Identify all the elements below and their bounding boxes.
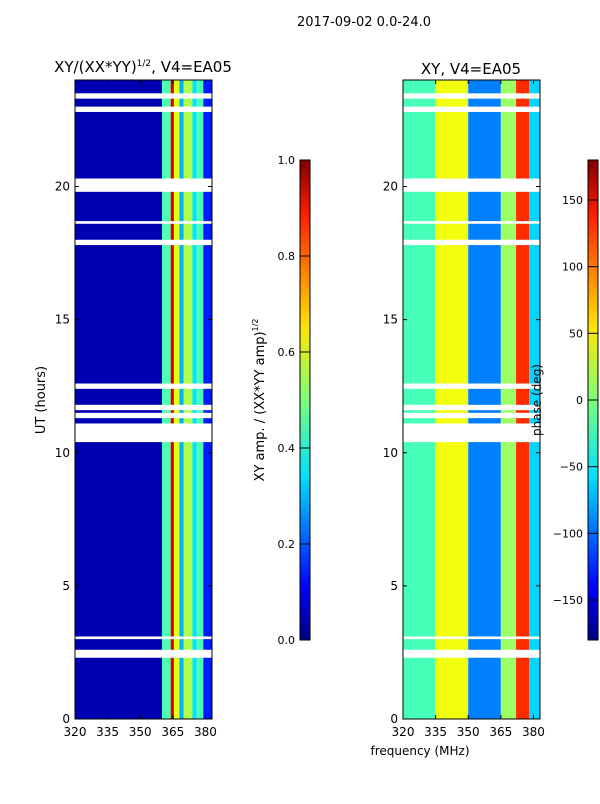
y-tick-label: 0 bbox=[62, 712, 70, 726]
missing-data-gap bbox=[403, 423, 540, 443]
colorbar-tick-label: 50 bbox=[569, 327, 583, 340]
missing-data-gap bbox=[75, 404, 212, 411]
x-tick-label: 320 bbox=[64, 725, 87, 739]
missing-data-gap bbox=[75, 178, 212, 192]
heatmap-band bbox=[196, 80, 204, 719]
phase-panel: XY, V4=EA05 320 335 350 365 380 0 5 10 15 20 pha… bbox=[383, 60, 545, 739]
colorbar-tick-label: 0.8 bbox=[278, 250, 296, 263]
amplitude-panel: XY/(XX*YY)1/2, V4=EA05 320 335 350 365 380 0… bbox=[34, 58, 232, 739]
x-tick-label: 335 bbox=[96, 725, 119, 739]
heatmap-band bbox=[183, 80, 193, 719]
colorbar-tick-label: 150 bbox=[562, 194, 583, 207]
amplitude-x-axis: 320 335 350 365 380 bbox=[64, 80, 217, 739]
y-tick-label: 20 bbox=[55, 180, 70, 194]
amplitude-colorbar-ticks: 0.0 0.2 0.4 0.6 0.8 1.0 bbox=[278, 154, 310, 647]
missing-data-gap bbox=[75, 423, 212, 443]
missing-data-gap bbox=[403, 649, 540, 658]
heatmap-band bbox=[516, 80, 530, 719]
amplitude-colorbar-label-sup: 1/2 bbox=[251, 319, 260, 332]
phase-colorbar-ticks: −150 −100 −50 0 50 100 150 bbox=[553, 194, 598, 607]
figure-suptitle: 2017-09-02 0.0-24.0 bbox=[297, 15, 431, 30]
amplitude-heatmap bbox=[75, 80, 212, 719]
y-tick-label: 20 bbox=[383, 180, 398, 194]
amplitude-colorbar-label: XY amp. / (XX*YY amp)1/2 bbox=[251, 319, 268, 482]
amplitude-colorbar-label-main: XY amp. / (XX*YY amp) bbox=[253, 331, 268, 481]
y-tick-label: 0 bbox=[390, 712, 398, 726]
heatmap-band bbox=[500, 80, 517, 719]
missing-data-gap bbox=[403, 239, 540, 246]
x-tick-label: 350 bbox=[129, 725, 152, 739]
amplitude-y-axis: 0 5 10 15 20 bbox=[55, 180, 212, 726]
missing-data-gap bbox=[75, 649, 212, 658]
amplitude-ylabel: UT (hours) bbox=[34, 366, 49, 434]
phase-plot-frame bbox=[402, 79, 541, 720]
x-tick-label: 320 bbox=[392, 725, 415, 739]
heatmap-band bbox=[435, 80, 469, 719]
amplitude-title-sup: 1/2 bbox=[137, 59, 151, 69]
amplitude-title-suffix: , V4=EA05 bbox=[151, 58, 232, 76]
phase-x-axis: 320 335 350 365 380 bbox=[392, 80, 545, 739]
heatmap-band bbox=[179, 80, 184, 719]
missing-data-gap bbox=[75, 412, 212, 419]
y-tick-label: 10 bbox=[55, 446, 70, 460]
heatmap-band bbox=[468, 80, 501, 719]
missing-data-gap bbox=[403, 106, 540, 112]
missing-data-gap bbox=[75, 239, 212, 246]
colorbar-tick-label: 0.6 bbox=[278, 346, 296, 359]
missing-data-gap bbox=[403, 93, 540, 99]
amplitude-colorbar-scale bbox=[299, 159, 311, 641]
phase-heatmap bbox=[403, 80, 540, 719]
x-tick-label: 380 bbox=[194, 725, 217, 739]
missing-data-gap bbox=[75, 93, 212, 99]
amplitude-title-main: XY/(XX*YY) bbox=[54, 58, 137, 76]
y-tick-label: 15 bbox=[55, 313, 70, 327]
phase-colorbar: −150 −100 −50 0 50 100 150 bbox=[553, 159, 599, 641]
colorbar-tick-label: 0.2 bbox=[278, 538, 296, 551]
x-tick-label: 335 bbox=[424, 725, 447, 739]
colorbar-tick-label: 100 bbox=[562, 261, 583, 274]
missing-data-gap bbox=[403, 636, 540, 640]
missing-data-gap bbox=[75, 106, 212, 112]
colorbar-tick-label: 0.4 bbox=[278, 442, 296, 455]
missing-data-gap bbox=[403, 412, 540, 419]
missing-data-gap bbox=[403, 383, 540, 389]
heatmap-band bbox=[529, 80, 540, 719]
colorbar-tick-label: −150 bbox=[553, 594, 583, 607]
y-tick-label: 5 bbox=[390, 579, 398, 593]
x-tick-label: 365 bbox=[161, 725, 184, 739]
heatmap-band bbox=[170, 80, 174, 719]
heatmap-band bbox=[161, 80, 171, 719]
phase-y-axis: 0 5 10 15 20 bbox=[383, 180, 540, 726]
missing-data-gap bbox=[75, 636, 212, 640]
figure-xlabel: frequency (MHz) bbox=[370, 744, 469, 758]
heatmap-band bbox=[75, 80, 162, 719]
missing-data-gap bbox=[403, 404, 540, 411]
amplitude-colorbar: 0.0 0.2 0.4 0.6 0.8 1.0 XY amp. / (XX*YY amp)… bbox=[251, 154, 311, 647]
y-tick-label: 10 bbox=[383, 446, 398, 460]
missing-data-gap bbox=[403, 178, 540, 192]
phase-ylabel: phase (deg) bbox=[530, 364, 544, 436]
heatmap-band bbox=[173, 80, 180, 719]
phase-title: XY, V4=EA05 bbox=[421, 60, 521, 78]
heatmap-band bbox=[203, 80, 212, 719]
missing-data-gap bbox=[403, 221, 540, 224]
y-tick-label: 15 bbox=[383, 313, 398, 327]
heatmap-band bbox=[403, 80, 436, 719]
missing-data-gap bbox=[75, 221, 212, 224]
colorbar-tick-label: 0 bbox=[576, 394, 583, 407]
amplitude-title: XY/(XX*YY)1/2, V4=EA05 bbox=[54, 58, 232, 76]
amplitude-plot-frame bbox=[74, 79, 213, 720]
colorbar-tick-label: −100 bbox=[553, 527, 583, 540]
colorbar-tick-label: 1.0 bbox=[278, 154, 296, 167]
x-tick-label: 365 bbox=[489, 725, 512, 739]
y-tick-label: 5 bbox=[62, 579, 70, 593]
x-tick-label: 380 bbox=[522, 725, 545, 739]
heatmap-band bbox=[192, 80, 197, 719]
colorbar-tick-label: 0.0 bbox=[278, 634, 296, 647]
colorbar-tick-label: −50 bbox=[560, 461, 583, 474]
x-tick-label: 350 bbox=[457, 725, 480, 739]
missing-data-gap bbox=[75, 383, 212, 389]
